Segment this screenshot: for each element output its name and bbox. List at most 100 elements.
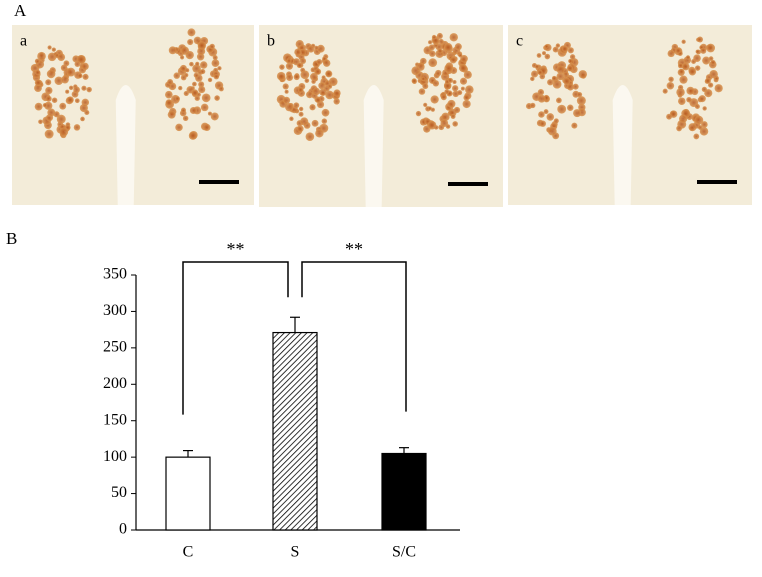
micrograph: c [508, 25, 752, 205]
cell [51, 47, 56, 52]
cell [73, 124, 81, 131]
cell [666, 113, 672, 120]
cell [279, 64, 285, 70]
cell [695, 49, 700, 54]
cell [552, 46, 559, 53]
cell [441, 112, 450, 121]
cell [61, 75, 69, 84]
cell [688, 68, 697, 76]
cell [198, 85, 206, 94]
cell [702, 106, 707, 111]
cell [81, 62, 89, 71]
cell [212, 55, 218, 61]
cell [706, 43, 716, 53]
cell [192, 81, 197, 87]
cell [460, 54, 468, 63]
cell [440, 119, 449, 127]
bar [272, 331, 318, 531]
cell [294, 48, 302, 56]
cell [679, 75, 688, 84]
cell [189, 106, 197, 115]
cell [447, 99, 456, 108]
cell [167, 110, 176, 119]
cell [74, 98, 80, 104]
cell [321, 108, 330, 117]
cell [167, 78, 174, 85]
cell [463, 94, 470, 101]
cell [211, 59, 220, 68]
cell [199, 61, 208, 69]
cell [197, 41, 207, 50]
cell [300, 70, 310, 80]
cell [542, 51, 547, 56]
cell [298, 106, 304, 112]
cell [546, 113, 555, 121]
cell [432, 80, 440, 87]
cell [572, 83, 579, 90]
panel-label: B [6, 229, 17, 248]
cell [536, 53, 542, 58]
cell [539, 120, 547, 127]
cell [86, 86, 92, 93]
cell [667, 49, 675, 58]
cell [74, 61, 81, 67]
cell [80, 116, 85, 122]
cell [318, 82, 326, 90]
cell [553, 118, 559, 124]
cell [207, 77, 213, 83]
cell [56, 114, 66, 124]
cell [194, 95, 200, 101]
cell [203, 123, 211, 132]
cell [420, 57, 427, 65]
cell [35, 69, 41, 76]
cell [714, 84, 723, 93]
cell [174, 96, 180, 102]
cell [571, 122, 578, 129]
cell [178, 85, 183, 91]
cell [180, 107, 186, 113]
cell [429, 50, 436, 57]
micrograph: a [12, 25, 254, 205]
cell [297, 87, 304, 93]
cell [431, 34, 437, 40]
cell [300, 117, 309, 126]
cell [547, 79, 554, 86]
cell [46, 69, 56, 79]
cell [704, 89, 713, 98]
cell [710, 59, 716, 65]
cell [333, 89, 341, 97]
cell [666, 81, 675, 90]
ventricle [363, 85, 384, 207]
cell [552, 79, 562, 89]
cell [556, 65, 565, 74]
cell [567, 104, 574, 111]
cell [709, 69, 718, 79]
cell [66, 96, 74, 104]
cell [187, 38, 194, 46]
cell [701, 121, 708, 128]
cell [563, 71, 569, 78]
cell [459, 77, 468, 85]
cell [556, 97, 562, 104]
cell [309, 104, 316, 111]
y-tick-label: 0 [119, 521, 127, 538]
cell [312, 87, 321, 96]
cell [285, 62, 294, 70]
cell [537, 89, 545, 96]
ventricle [612, 85, 633, 205]
cell [566, 83, 574, 91]
cell [168, 46, 177, 55]
cell [185, 68, 190, 73]
cell [209, 43, 215, 50]
cell [38, 119, 43, 125]
cell [681, 62, 690, 71]
cell [573, 109, 582, 118]
cell [42, 102, 48, 108]
cell [293, 102, 300, 109]
cell [576, 96, 586, 106]
bar-chart: 0 50 100 150 200 250 300 350 C S S/C ** ** [103, 239, 460, 561]
cell [679, 114, 688, 123]
cell [218, 86, 224, 92]
cell [34, 84, 42, 92]
cell [51, 97, 58, 103]
